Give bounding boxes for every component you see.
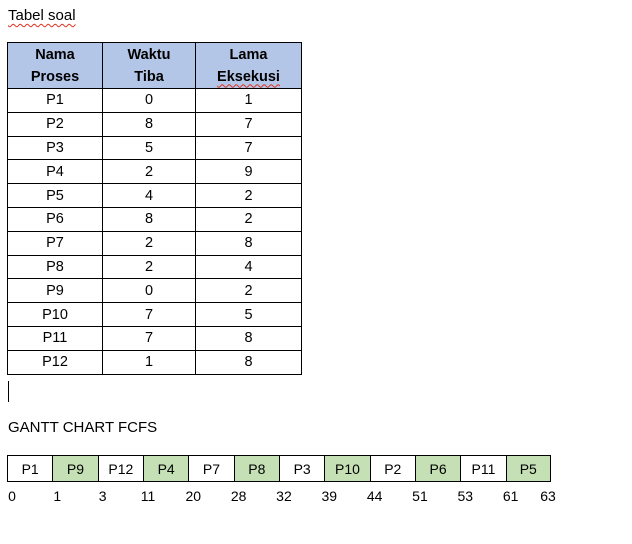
gantt-block: P3 (278, 455, 325, 482)
cell-nama-proses: P2 (7, 111, 103, 137)
cell-lama-eksekusi: 4 (195, 254, 302, 280)
gantt-time-label: 53 (457, 488, 474, 504)
cell-waktu-tiba: 7 (102, 302, 196, 327)
gantt-chart: P1 P9 P12 P4 P7 P8 P3 P10 P2 P6 P11 P5 (7, 455, 551, 482)
cell-lama-eksekusi: 7 (195, 135, 302, 161)
table-row: P4 2 9 (7, 159, 302, 185)
cell-lama-eksekusi: 7 (195, 111, 302, 137)
cell-waktu-tiba: 2 (102, 230, 196, 256)
gantt-time-label: 61 (502, 488, 519, 504)
process-table: Nama Proses Waktu Tiba Lama Eksekusi P1 0 1 P2… (7, 42, 302, 375)
cell-waktu-tiba: 4 (102, 183, 196, 208)
table-row: P9 0 2 (7, 278, 302, 304)
cell-waktu-tiba: 8 (102, 206, 196, 232)
cell-nama-proses: P9 (7, 278, 103, 304)
gantt-time-label: 1 (53, 488, 62, 504)
gantt-block: P5 (505, 455, 551, 482)
gantt-block: P12 (97, 455, 143, 482)
cell-nama-proses: P5 (7, 183, 103, 208)
gantt-time-label: 44 (366, 488, 383, 504)
cell-waktu-tiba: 0 (102, 88, 196, 113)
cell-lama-eksekusi: 8 (195, 230, 302, 256)
header-waktu-tiba: Waktu Tiba (102, 42, 196, 89)
gantt-block: P4 (142, 455, 189, 482)
table-row: P6 8 2 (7, 206, 302, 232)
cell-nama-proses: P3 (7, 135, 103, 161)
gantt-block: P7 (188, 455, 234, 482)
table-row: P2 8 7 (7, 111, 302, 137)
gantt-time-label: 20 (185, 488, 202, 504)
cell-nama-proses: P4 (7, 159, 103, 185)
cell-nama-proses: P1 (7, 88, 103, 113)
table-body: P1 0 1 P2 8 7 P3 5 7 P4 2 9 P5 4 2 P6 8 2 P7 2 8 P8 2 4 P9 0 2 P10 7… (7, 88, 302, 375)
gantt-time-label: 0 (8, 488, 16, 504)
cell-nama-proses: P6 (7, 206, 103, 232)
table-row: P10 7 5 (7, 302, 302, 327)
cell-lama-eksekusi: 1 (195, 88, 302, 113)
table-row: P11 7 8 (7, 325, 302, 351)
table-row: P12 1 8 (7, 349, 302, 375)
cell-lama-eksekusi: 8 (195, 325, 302, 351)
cell-waktu-tiba: 1 (102, 349, 196, 375)
gantt-time-label: 11 (140, 488, 156, 504)
text-cursor (8, 381, 9, 402)
table-row: P8 2 4 (7, 254, 302, 280)
cell-lama-eksekusi: 2 (195, 183, 302, 208)
gantt-block: P9 (52, 455, 98, 482)
table-row: P1 0 1 (7, 88, 302, 113)
header-lama-eksekusi: Lama Eksekusi (195, 42, 302, 89)
cell-lama-eksekusi: 9 (195, 159, 302, 185)
cell-nama-proses: P12 (7, 349, 103, 375)
header-nama-proses: Nama Proses (7, 42, 103, 89)
gantt-block: P2 (369, 455, 415, 482)
table-row: P5 4 2 (7, 183, 302, 208)
gantt-time-label: 28 (230, 488, 247, 504)
gantt-heading: GANTT CHART FCFS (8, 419, 158, 436)
cell-nama-proses: P11 (7, 325, 103, 351)
cell-waktu-tiba: 8 (102, 111, 196, 137)
gantt-block: P10 (324, 455, 370, 482)
table-heading: Tabel soal (8, 7, 76, 24)
cell-nama-proses: P7 (7, 230, 103, 256)
cell-nama-proses: P10 (7, 302, 103, 327)
gantt-time-label: 63 (540, 488, 556, 504)
gantt-block: P1 (7, 455, 53, 482)
cell-waktu-tiba: 0 (102, 278, 196, 304)
gantt-time-label: 51 (412, 488, 428, 504)
gantt-block: P11 (460, 455, 506, 482)
gantt-time-label: 3 (98, 488, 107, 504)
cell-waktu-tiba: 2 (102, 159, 196, 185)
cell-waktu-tiba: 5 (102, 135, 196, 161)
cell-lama-eksekusi: 5 (195, 302, 302, 327)
gantt-block: P6 (414, 455, 461, 482)
table-row: P3 5 7 (7, 135, 302, 161)
cell-waktu-tiba: 2 (102, 254, 196, 280)
table-header-row: Nama Proses Waktu Tiba Lama Eksekusi (7, 42, 302, 89)
cell-waktu-tiba: 7 (102, 325, 196, 351)
table-row: P7 2 8 (7, 230, 302, 256)
gantt-time-label: 39 (321, 488, 338, 504)
cell-lama-eksekusi: 2 (195, 278, 302, 304)
gantt-time-label: 32 (276, 488, 292, 504)
cell-lama-eksekusi: 2 (195, 206, 302, 232)
cell-lama-eksekusi: 8 (195, 349, 302, 375)
gantt-block: P8 (233, 455, 279, 482)
cell-nama-proses: P8 (7, 254, 103, 280)
gantt-time-axis: 0 1 3 11 20 28 32 39 44 51 53 61 63 (0, 488, 632, 508)
